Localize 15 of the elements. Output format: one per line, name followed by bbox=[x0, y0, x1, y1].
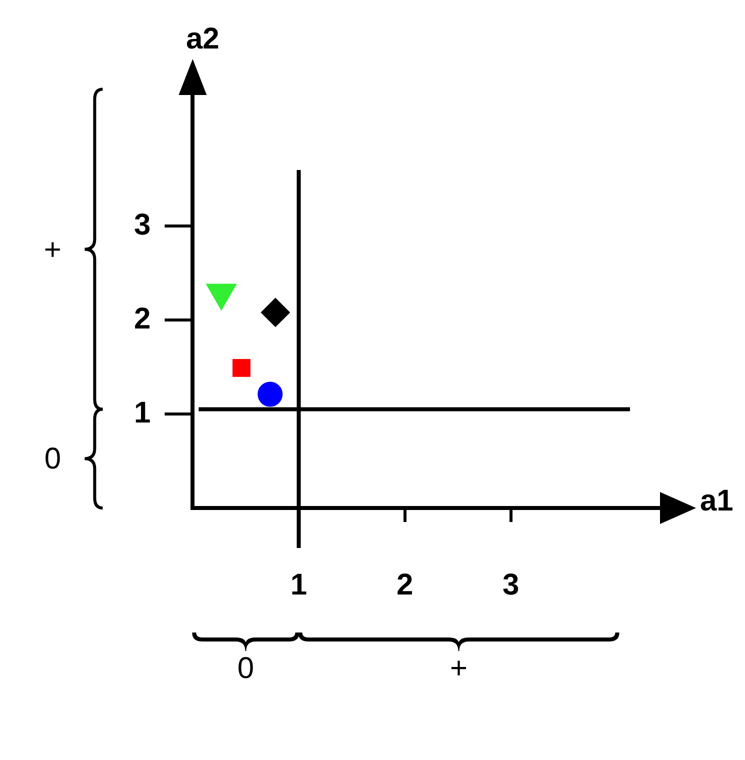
x-tick-label: 1 bbox=[290, 568, 308, 602]
y-axis-title: a2 bbox=[186, 22, 220, 56]
text: + bbox=[450, 652, 468, 685]
y-tick-label: 1 bbox=[134, 396, 151, 430]
x-axis-title: a1 bbox=[700, 484, 734, 518]
text: + bbox=[44, 233, 62, 266]
text: 0 bbox=[237, 652, 254, 685]
x-tick-label: 2 bbox=[396, 568, 414, 602]
x-tick-label: 3 bbox=[502, 568, 520, 602]
text: 0 bbox=[44, 442, 62, 476]
point bbox=[260, 298, 290, 327]
point bbox=[232, 358, 250, 377]
point bbox=[258, 382, 283, 407]
y-tick-label: 2 bbox=[134, 302, 151, 336]
y-tick-label: 3 bbox=[134, 208, 151, 242]
